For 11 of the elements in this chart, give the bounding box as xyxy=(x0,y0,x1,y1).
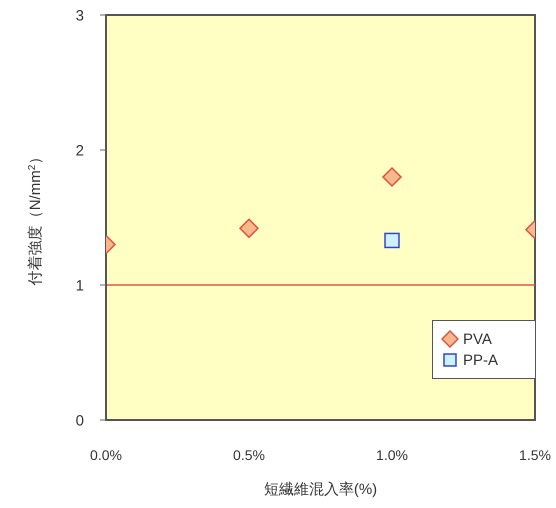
x-tick-label: 0.5% xyxy=(233,446,265,463)
y-tick-label: 0 xyxy=(76,412,84,430)
y-tick-label: 1 xyxy=(76,277,84,294)
x-tick-label: 1.0% xyxy=(376,446,408,463)
legend-label: PVA xyxy=(463,330,492,348)
x-tick-label: 0.0% xyxy=(90,446,122,463)
y-tick-label: 3 xyxy=(76,7,84,24)
x-tick-label: 1.5% xyxy=(519,446,551,463)
x-axis-title: 短繊維混入率(%) xyxy=(264,481,378,498)
legend-label: PP-A xyxy=(463,352,498,368)
y-tick-label: 2 xyxy=(76,142,84,160)
